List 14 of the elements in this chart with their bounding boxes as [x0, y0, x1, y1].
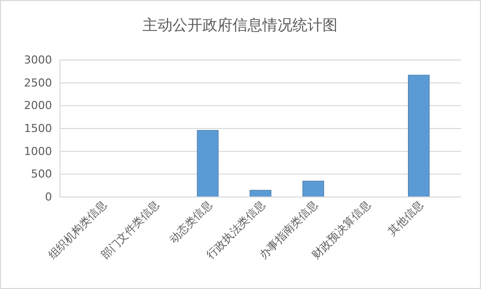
x-tick-label: 其他信息 — [386, 198, 426, 238]
bar — [302, 180, 324, 198]
y-tick-label: 1000 — [24, 144, 52, 158]
y-tick-label: 0 — [45, 190, 52, 204]
x-tick-label: 动态类信息 — [166, 198, 215, 246]
y-tick-label: 1500 — [24, 122, 52, 136]
y-tick-label: 2500 — [24, 76, 52, 90]
y-tick-label: 500 — [31, 168, 52, 181]
bar — [250, 190, 272, 198]
bar — [196, 130, 219, 198]
chart-title: 主动公开政府信息情况统计图 — [142, 16, 338, 34]
y-tick-label: 2000 — [24, 99, 52, 112]
bar — [408, 74, 430, 198]
y-tick-label: 3000 — [24, 54, 52, 67]
